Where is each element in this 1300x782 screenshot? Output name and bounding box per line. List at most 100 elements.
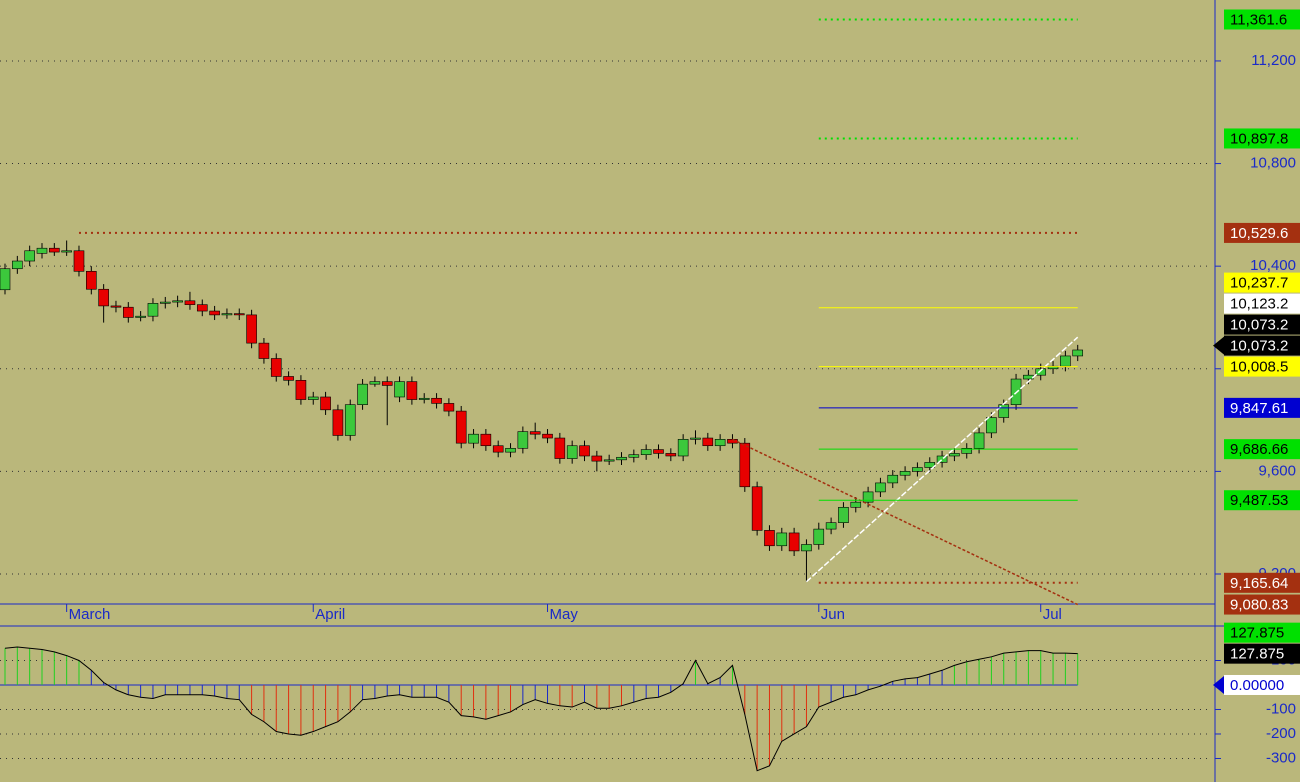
candle-body: [603, 459, 615, 462]
candle-body: [209, 310, 220, 316]
candle-body: [12, 260, 23, 270]
candle-body: [628, 454, 640, 458]
level-label-box: [1224, 314, 1300, 335]
candle-body: [172, 300, 183, 303]
trendline: [805, 336, 1079, 583]
candle-body: [1023, 374, 1034, 380]
level-label: 0.00000: [1230, 677, 1284, 694]
candle-body: [431, 397, 442, 404]
y-tick-label: 9,600: [1258, 462, 1296, 479]
candle-body: [492, 445, 504, 453]
candle-body: [406, 381, 418, 400]
candle-body: [357, 383, 368, 405]
candle-body: [1035, 368, 1047, 376]
candle-body: [233, 313, 245, 316]
x-tick-label: Jun: [821, 606, 845, 623]
candle-body: [751, 486, 763, 531]
candle-body: [912, 467, 923, 472]
candle-body: [764, 530, 775, 547]
candle-body: [135, 315, 146, 318]
candle-body: [369, 381, 381, 385]
level-label: 11,361.6: [1230, 11, 1287, 28]
candle-body: [887, 474, 899, 484]
candle-body: [307, 396, 319, 400]
candle-body: [579, 445, 590, 457]
x-tick-label: April: [315, 606, 345, 623]
level-label: 127.875: [1230, 625, 1284, 642]
candle-body: [61, 250, 72, 253]
candle-body: [123, 306, 134, 318]
level-label-box: [1224, 594, 1300, 615]
level-label: 9,487.53: [1230, 492, 1288, 509]
candle-body: [677, 439, 689, 457]
candle-body: [529, 431, 541, 435]
candle-body: [147, 303, 159, 317]
x-tick-label: March: [69, 606, 111, 623]
level-label-box: [1224, 490, 1300, 511]
level-label-box: [1224, 572, 1300, 593]
level-label: 9,686.66: [1230, 441, 1288, 458]
level-label: 10,123.2: [1230, 296, 1288, 313]
candle-body: [258, 342, 270, 359]
candle-body: [98, 288, 109, 307]
level-label: 10,237.7: [1230, 275, 1288, 292]
candle-body: [196, 304, 208, 312]
candle-body: [862, 491, 874, 503]
candle-body: [332, 409, 344, 436]
candle-body: [813, 528, 825, 545]
candle-body: [110, 305, 122, 308]
candle-body: [270, 358, 282, 377]
level-label-box: [1224, 272, 1300, 293]
candle-body: [566, 445, 578, 459]
level-label-box: [1224, 335, 1300, 356]
candle-body: [899, 471, 911, 476]
candle-body: [986, 417, 997, 434]
trendline: [732, 438, 1079, 606]
candle-body: [653, 449, 664, 454]
level-label-box: [1224, 643, 1300, 664]
x-tick-label: May: [550, 606, 579, 623]
level-label-box: [1224, 356, 1300, 377]
level-label-box: [1224, 222, 1300, 243]
candle-body: [455, 410, 467, 444]
candle-body: [875, 482, 886, 493]
level-label-box: [1224, 293, 1300, 314]
level-label: 10,008.5: [1230, 359, 1288, 376]
candle-body: [554, 437, 566, 459]
y-tick-label: -300: [1266, 749, 1296, 766]
level-label-box: [1224, 397, 1300, 418]
candle-body: [690, 437, 701, 440]
candle-body: [443, 403, 455, 412]
candle-body: [591, 455, 603, 462]
y-tick-label: 11,200: [1251, 52, 1296, 69]
candle-body: [418, 397, 430, 400]
candle-body: [86, 270, 97, 290]
candle-body: [517, 431, 529, 449]
level-pointer: [1213, 675, 1224, 694]
candle-body: [320, 396, 331, 411]
candle-body: [295, 380, 307, 400]
level-label: 10,073.2: [1230, 338, 1288, 355]
candle-body: [36, 247, 48, 254]
candle-body: [184, 300, 196, 305]
y-tick-label: 10,400: [1250, 257, 1296, 274]
level-label-box: [1224, 674, 1300, 695]
candle-body: [0, 268, 11, 291]
candle-body: [936, 455, 948, 463]
candle-body: [961, 447, 973, 454]
candle-body: [788, 532, 800, 552]
y-tick-label: -100: [1266, 700, 1296, 717]
candle-body: [24, 250, 35, 262]
level-label: 10,529.6: [1230, 225, 1288, 242]
candle-body: [394, 381, 405, 398]
candle-body: [468, 433, 479, 444]
level-label-box: [1224, 622, 1300, 643]
candle-body: [480, 433, 492, 447]
candle-body: [49, 247, 60, 253]
candle-body: [665, 453, 677, 457]
candle-body: [924, 462, 936, 468]
candle-body: [221, 313, 233, 316]
candle-body: [1060, 355, 1071, 367]
candle-body: [739, 442, 751, 488]
